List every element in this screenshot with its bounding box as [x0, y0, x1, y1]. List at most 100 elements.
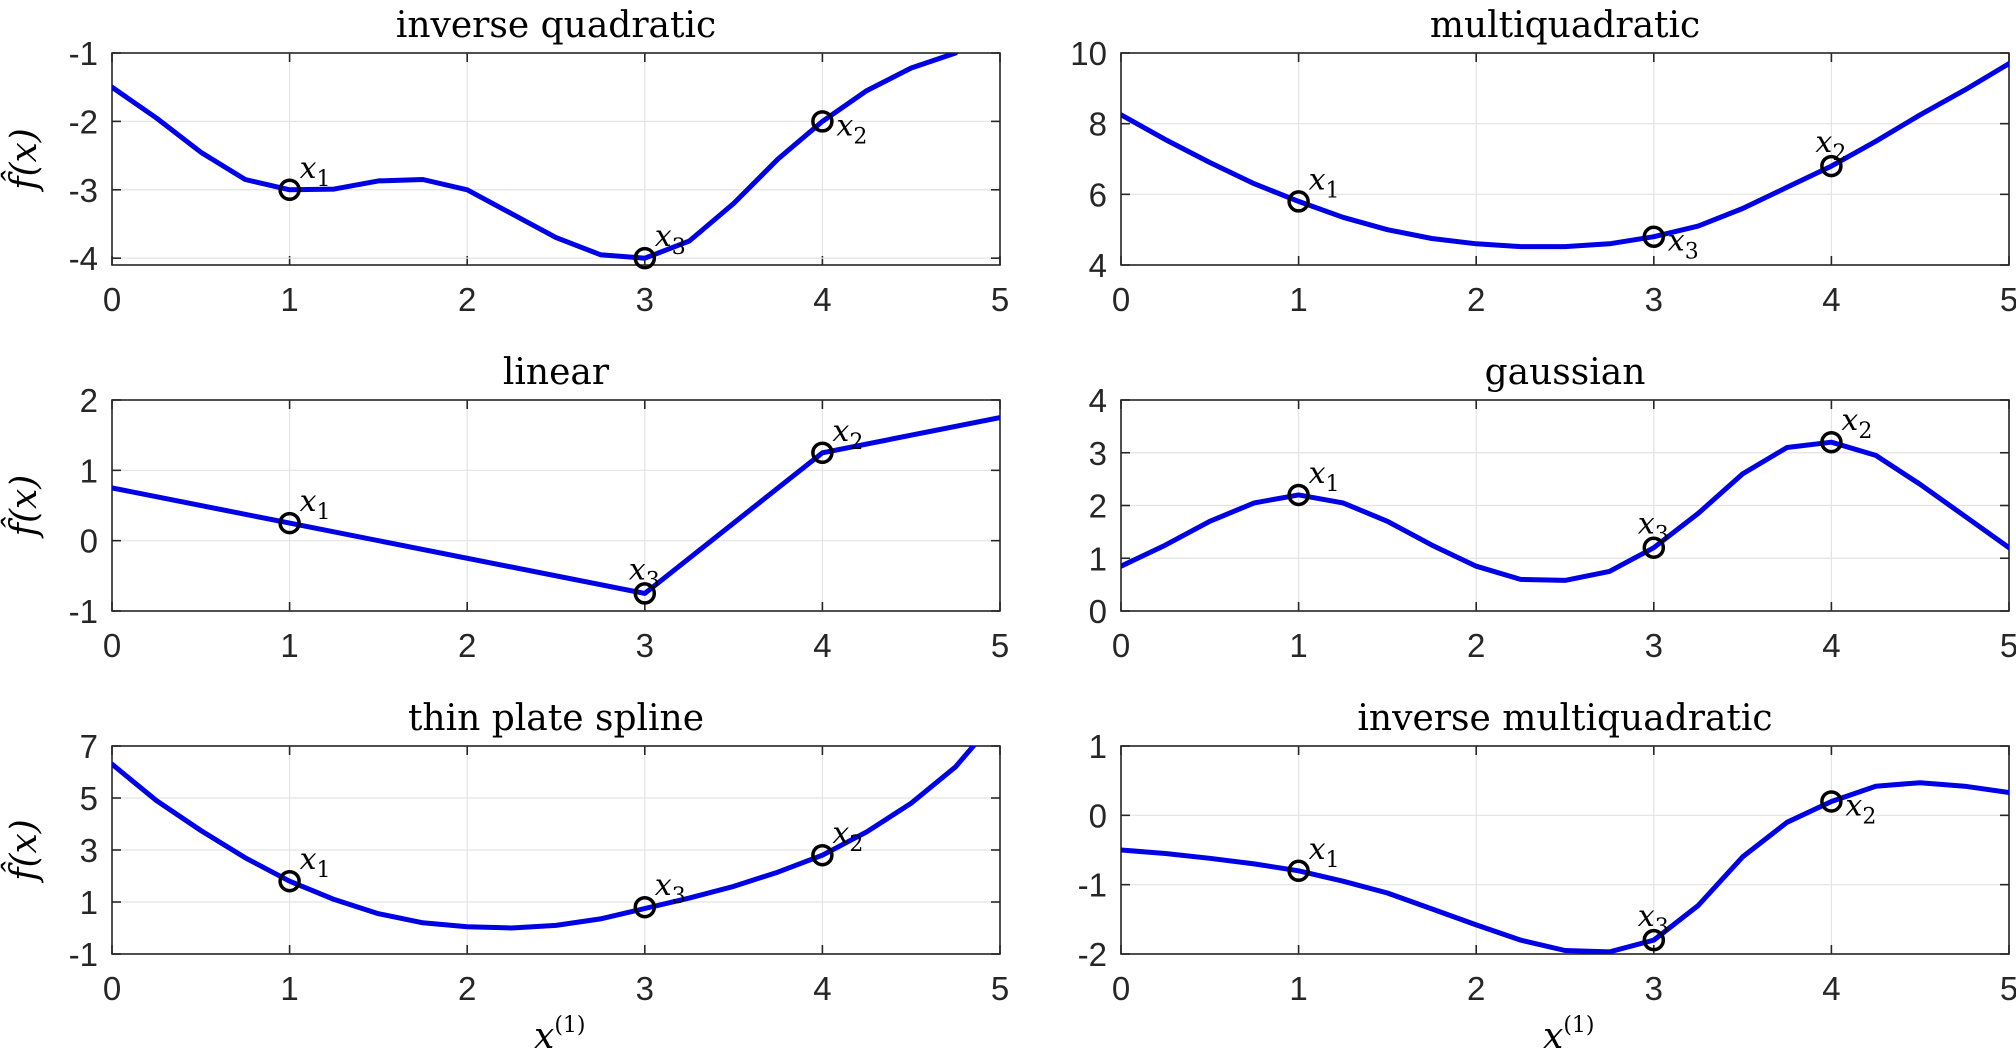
x-tick-label: 2: [1467, 281, 1485, 318]
sample-point-x2-marker: [811, 110, 834, 133]
y-tick-label: 0: [1089, 797, 1107, 834]
x-tick-label: 5: [2000, 281, 2016, 318]
sample-point-x2-marker: [811, 843, 834, 867]
panel-title: linear: [503, 352, 610, 393]
sample-point-x2-marker: [1820, 430, 1843, 454]
sample-point-x1-label-main: x: [1309, 456, 1326, 491]
y-tick-label: 1: [80, 884, 98, 921]
sample-point-x2-label-main: x: [836, 108, 853, 143]
axes-box: [111, 399, 1001, 612]
sample-point-x1-label-main: x: [1309, 162, 1326, 197]
y-tick-label: 5: [80, 780, 98, 817]
sample-point-x3-marker: [1642, 536, 1666, 559]
interpolant-curve: [1121, 780, 2009, 954]
sample-point-x2-label-sub: 2: [1858, 419, 1872, 444]
x-axis-label-sup: (1): [1563, 1013, 1594, 1038]
x-tick-label: 2: [1467, 627, 1485, 664]
sample-point-x3-label-sub: 3: [1655, 915, 1669, 940]
y-tick-label: -1: [69, 35, 98, 72]
sample-point-x2-label-main: x: [1841, 403, 1858, 438]
sample-point-x3-label: x3: [655, 219, 686, 260]
panel-title: gaussian: [1485, 352, 1646, 393]
sample-point-x2-label-sub: 2: [849, 832, 863, 857]
y-tick-label: 8: [1089, 106, 1107, 143]
sample-point-x1-label-sub: 1: [317, 167, 331, 192]
sample-point-x3-label-main: x: [1638, 899, 1655, 934]
x-tick-label: 5: [2000, 627, 2016, 664]
y-tick-label: -1: [69, 936, 98, 973]
y-tick-label: 3: [80, 832, 98, 869]
x-tick-label: 3: [636, 281, 654, 318]
sample-point-x2-marker: [811, 441, 834, 464]
sample-point-x2-marker: [1820, 790, 1843, 813]
sample-point-x2-label: x2: [832, 414, 863, 455]
x-tick-label: 0: [1112, 627, 1130, 664]
panel-title: thin plate spline: [408, 698, 704, 739]
x-axis-label-sup: (1): [554, 1013, 585, 1038]
sample-point-x1-marker: [1287, 859, 1310, 883]
y-tick-label: 3: [1089, 435, 1107, 472]
x-tick-label: 1: [280, 970, 298, 1007]
x-tick-label: 5: [2000, 970, 2016, 1007]
sample-point-x1-label-main: x: [300, 151, 317, 186]
sample-point-x3-label-sub: 3: [1685, 240, 1699, 265]
axes-box: [111, 745, 1001, 955]
sample-point-x1-label: x1: [1309, 162, 1340, 203]
x-tick-label: 5: [991, 627, 1009, 664]
x-axis-label: x(1): [534, 1013, 585, 1056]
y-axis-label: f̂(x): [1, 475, 45, 540]
sample-point-x1-label: x1: [300, 842, 331, 883]
y-tick-label: -2: [1078, 936, 1107, 973]
y-axis-label: f̂(x): [1, 819, 45, 884]
x-tick-label: 0: [103, 281, 121, 318]
sample-point-x1-label-main: x: [300, 842, 317, 877]
y-tick-label: 7: [80, 728, 98, 765]
sample-point-x1-marker: [278, 511, 301, 535]
sample-point-x1-marker: [1287, 483, 1310, 507]
sample-point-x1-marker: [278, 178, 301, 202]
sample-point-x3-label-sub: 3: [672, 235, 686, 260]
x-axis-label: x(1): [1543, 1013, 1594, 1056]
x-tick-label: 1: [1289, 627, 1307, 664]
sample-point-x1-marker: [1287, 190, 1310, 213]
x-tick-label: 4: [1822, 627, 1840, 664]
sample-point-x3-marker: [633, 582, 657, 605]
x-tick-label: 2: [458, 970, 476, 1007]
x-tick-label: 2: [1467, 970, 1485, 1007]
sample-point-x1-label-sub: 1: [1326, 848, 1340, 873]
sample-point-x3-label: x3: [629, 552, 660, 593]
sample-point-x2-label: x2: [836, 108, 867, 149]
y-tick-label: 10: [1070, 35, 1107, 72]
sample-point-x3-label: x3: [1638, 507, 1669, 548]
y-tick-label: 0: [80, 523, 98, 560]
x-tick-label: 4: [1822, 281, 1840, 318]
panel-title: multiquadratic: [1430, 5, 1700, 46]
sample-point-x1-label-main: x: [300, 484, 317, 519]
sample-point-x2-label-main: x: [832, 816, 849, 851]
sample-point-x3-label-main: x: [655, 868, 672, 903]
sample-point-x2-label-main: x: [1845, 788, 1862, 823]
panel-title: inverse multiquadratic: [1357, 698, 1772, 739]
x-tick-label: 0: [103, 627, 121, 664]
sample-point-x2-label-sub: 2: [1862, 804, 1876, 829]
sample-point-x2-label-sub: 2: [849, 430, 863, 455]
y-tick-label: 0: [1089, 593, 1107, 630]
sample-point-x2-label-main: x: [832, 414, 849, 449]
x-axis-label-main: x: [1543, 1016, 1563, 1056]
x-tick-label: 4: [813, 970, 831, 1007]
x-tick-label: 0: [1112, 281, 1130, 318]
y-tick-label: -2: [69, 103, 98, 140]
sample-point-x2-label-sub: 2: [853, 124, 867, 149]
sample-point-x3-label-sub: 3: [1655, 523, 1669, 548]
x-tick-label: 0: [103, 970, 121, 1007]
sample-point-x3-label-main: x: [1638, 507, 1655, 542]
interpolant-curve: [112, 53, 959, 261]
sample-point-x1-label: x1: [300, 484, 331, 525]
y-tick-label: -1: [1078, 867, 1107, 904]
